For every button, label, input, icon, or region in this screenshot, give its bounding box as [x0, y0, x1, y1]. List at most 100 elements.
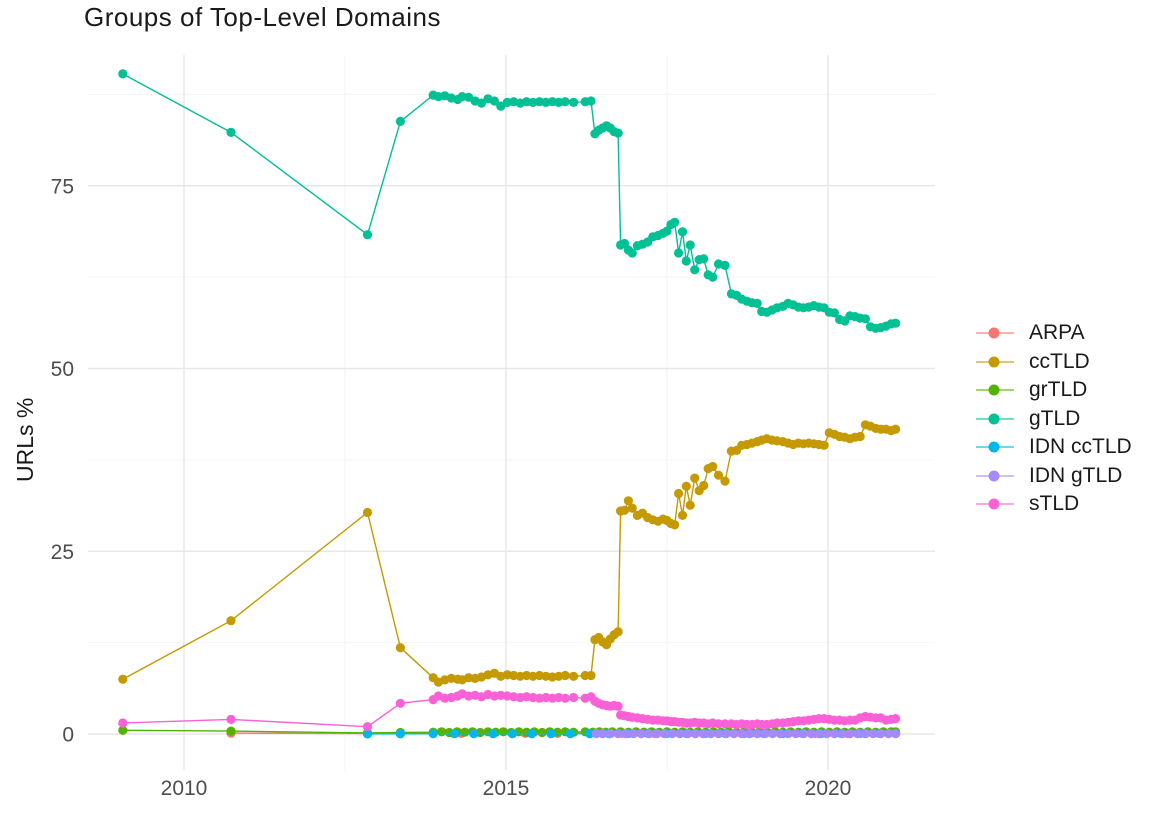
- data-point: [685, 240, 695, 250]
- data-point: [613, 729, 623, 739]
- data-point: [586, 670, 596, 681]
- data-point: [627, 503, 637, 513]
- data-point: [652, 729, 662, 739]
- data-point: [775, 729, 785, 739]
- data-point: [690, 473, 700, 483]
- data-point: [713, 729, 724, 739]
- data-point: [670, 520, 680, 530]
- data-point: [737, 729, 747, 739]
- data-point: [713, 470, 724, 480]
- x-axis-tick-labels: 2010 2015 2020: [161, 777, 852, 800]
- data-point: [226, 616, 236, 626]
- data-point: [560, 97, 570, 107]
- data-point: [814, 729, 824, 739]
- data-point: [699, 480, 709, 491]
- data-point: [677, 510, 688, 520]
- data-point: [537, 727, 547, 738]
- data-point: [713, 719, 724, 729]
- data-point: [798, 729, 809, 739]
- data-point: [706, 729, 716, 739]
- data-point: [118, 718, 128, 728]
- data-point: [362, 722, 373, 732]
- data-point: [819, 440, 829, 450]
- data-point: [891, 729, 901, 739]
- data-point: [605, 729, 615, 739]
- legend-key-icon: [976, 470, 1014, 482]
- data-point: [744, 729, 755, 739]
- data-point: [627, 248, 637, 258]
- data-point: [685, 500, 695, 510]
- data-point: [507, 729, 517, 739]
- data-point: [829, 308, 840, 318]
- data-point: [721, 729, 731, 739]
- legend-item-cctld: ccTLD: [976, 348, 1132, 377]
- data-point: [644, 729, 654, 739]
- legend-key-icon: [976, 327, 1014, 339]
- data-point: [677, 227, 688, 237]
- series-line-gtld: [122, 73, 896, 330]
- legend-label: IDN ccTLD: [1029, 435, 1132, 459]
- data-point: [546, 729, 556, 739]
- data-point: [428, 729, 438, 739]
- data-point: [829, 729, 840, 739]
- data-point: [675, 729, 685, 739]
- chart-title: Groups of Top-Level Domains: [84, 2, 441, 32]
- data-point: [698, 729, 708, 739]
- legend-key-icon: [976, 498, 1014, 510]
- data-point: [560, 693, 570, 703]
- data-point: [476, 98, 487, 108]
- data-point: [760, 729, 770, 739]
- data-point: [853, 729, 863, 739]
- legend: ARPA ccTLD grTLD gTLD IDN ccTLD IDN gTLD sTLD: [976, 319, 1132, 519]
- series-idn-gtld: [591, 729, 901, 739]
- data-point: [560, 670, 570, 681]
- data-point: [690, 265, 700, 275]
- data-point: [569, 692, 579, 703]
- legend-label: gTLD: [1029, 406, 1081, 430]
- data-point: [226, 714, 236, 725]
- series-line-cctld: [122, 423, 896, 683]
- data-point: [674, 248, 684, 258]
- data-point: [569, 97, 579, 107]
- data-point: [752, 298, 762, 308]
- data-point: [395, 116, 405, 126]
- y-axis-tick-labels: 0 25 50 75: [51, 175, 74, 746]
- data-point: [527, 729, 537, 739]
- data-point: [768, 729, 778, 739]
- data-point: [855, 431, 865, 442]
- data-point: [449, 729, 460, 739]
- data-point: [569, 671, 579, 681]
- data-point: [690, 729, 700, 739]
- y-tick-label: 25: [51, 541, 74, 564]
- data-point: [860, 314, 871, 324]
- legend-item-grtld: grTLD: [976, 376, 1132, 405]
- x-tick-label: 2020: [805, 777, 852, 800]
- legend-label: ccTLD: [1029, 349, 1090, 373]
- data-point: [783, 729, 793, 739]
- legend-key-icon: [976, 356, 1014, 368]
- data-point: [720, 260, 730, 270]
- y-tick-label: 0: [62, 724, 74, 747]
- data-point: [362, 230, 373, 240]
- data-point: [674, 488, 684, 499]
- data-point: [591, 729, 601, 739]
- data-point: [636, 729, 646, 739]
- data-point: [613, 128, 623, 138]
- data-point: [469, 729, 479, 739]
- legend-label: ARPA: [1029, 321, 1085, 345]
- data-point: [720, 476, 730, 486]
- legend-key-icon: [976, 441, 1014, 453]
- data-point: [729, 729, 739, 739]
- data-point: [226, 726, 236, 736]
- data-point: [860, 729, 871, 739]
- data-point: [876, 729, 886, 739]
- data-point: [489, 96, 499, 106]
- data-point: [619, 505, 630, 515]
- data-point: [362, 729, 373, 739]
- data-point: [586, 96, 596, 106]
- y-tick-label: 50: [51, 358, 74, 381]
- data-point: [598, 729, 608, 739]
- data-point: [488, 729, 498, 739]
- x-tick-label: 2015: [483, 777, 530, 800]
